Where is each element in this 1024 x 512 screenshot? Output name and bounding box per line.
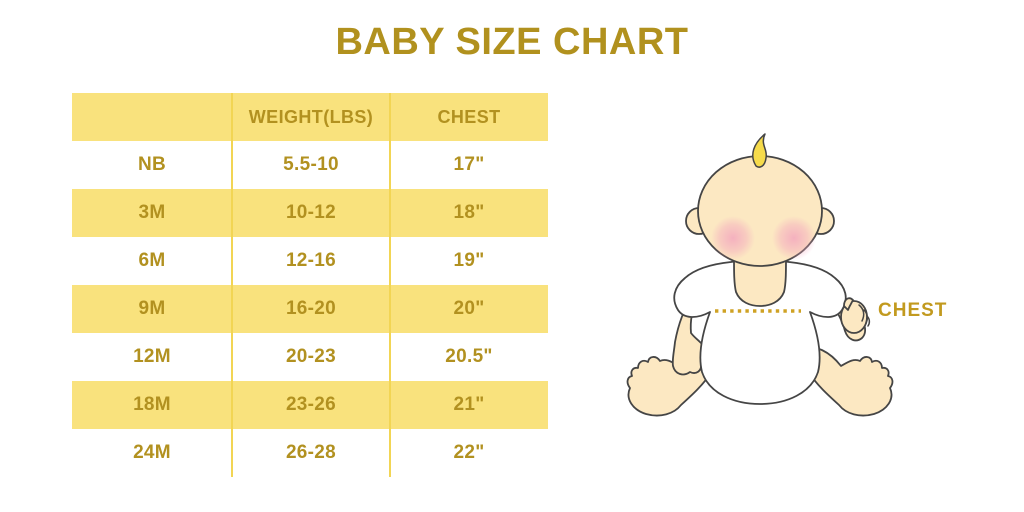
table-row-9m: 9M 16-20 20" [72,285,548,333]
chest-value: 19" [453,250,485,271]
chest-annotation-label: CHEST [878,300,948,321]
chest-value: 22" [453,442,485,463]
size-value: 18M [133,394,171,415]
weight-value: 26-28 [285,442,337,463]
table-row-12m: 12M 20-23 20.5" [72,333,548,381]
page-title: BABY SIZE CHART [335,21,689,63]
weight-value: 12-16 [285,250,337,271]
size-value: 24M [133,442,171,463]
weight-value: 10-12 [285,202,337,223]
size-value: 9M [138,298,166,319]
baby-neck [733,255,787,307]
table-row-6m: 6M 12-16 19" [72,237,548,285]
header-weight-column: WEIGHT(LBS) [248,106,374,127]
weight-value: 23-26 [285,394,337,415]
table-row-18m: 18M 23-26 21" [72,381,548,429]
baby-hair-curl [752,133,768,168]
table-row-nb: NB 5.5-10 17" [72,141,548,189]
fist-finger-lines [858,304,871,327]
table-row-24m: 24M 26-28 22" [72,429,548,477]
size-chart-table: WEIGHT(LBS) CHEST NB 5.5-10 17" 3M 10-12… [72,93,548,477]
size-value: 6M [138,250,166,271]
table-row-3m: 3M 10-12 18" [72,189,548,237]
table-header-row: WEIGHT(LBS) CHEST [72,93,548,141]
chest-value: 21" [453,394,485,415]
baby-left-cheek [711,216,755,260]
weight-value: 20-23 [285,346,337,367]
baby-right-cheek [772,216,816,260]
size-value: 12M [133,346,171,367]
size-value: NB [137,154,167,175]
weight-value: 5.5-10 [283,154,339,175]
baby-onesie [673,258,847,405]
chest-value: 17" [453,154,485,175]
baby-right-leg [799,346,894,417]
chest-value: 20" [453,298,485,319]
baby-thumb [843,297,854,311]
header-chest-column: CHEST [437,106,501,127]
chest-value: 18" [453,202,485,223]
column-divider-line [231,93,233,477]
chest-value: 20.5" [445,346,493,367]
size-value: 3M [138,202,166,223]
baby-illustration [626,133,894,417]
column-divider-line [389,93,391,477]
weight-value: 16-20 [285,298,337,319]
header-size-column [72,93,232,141]
